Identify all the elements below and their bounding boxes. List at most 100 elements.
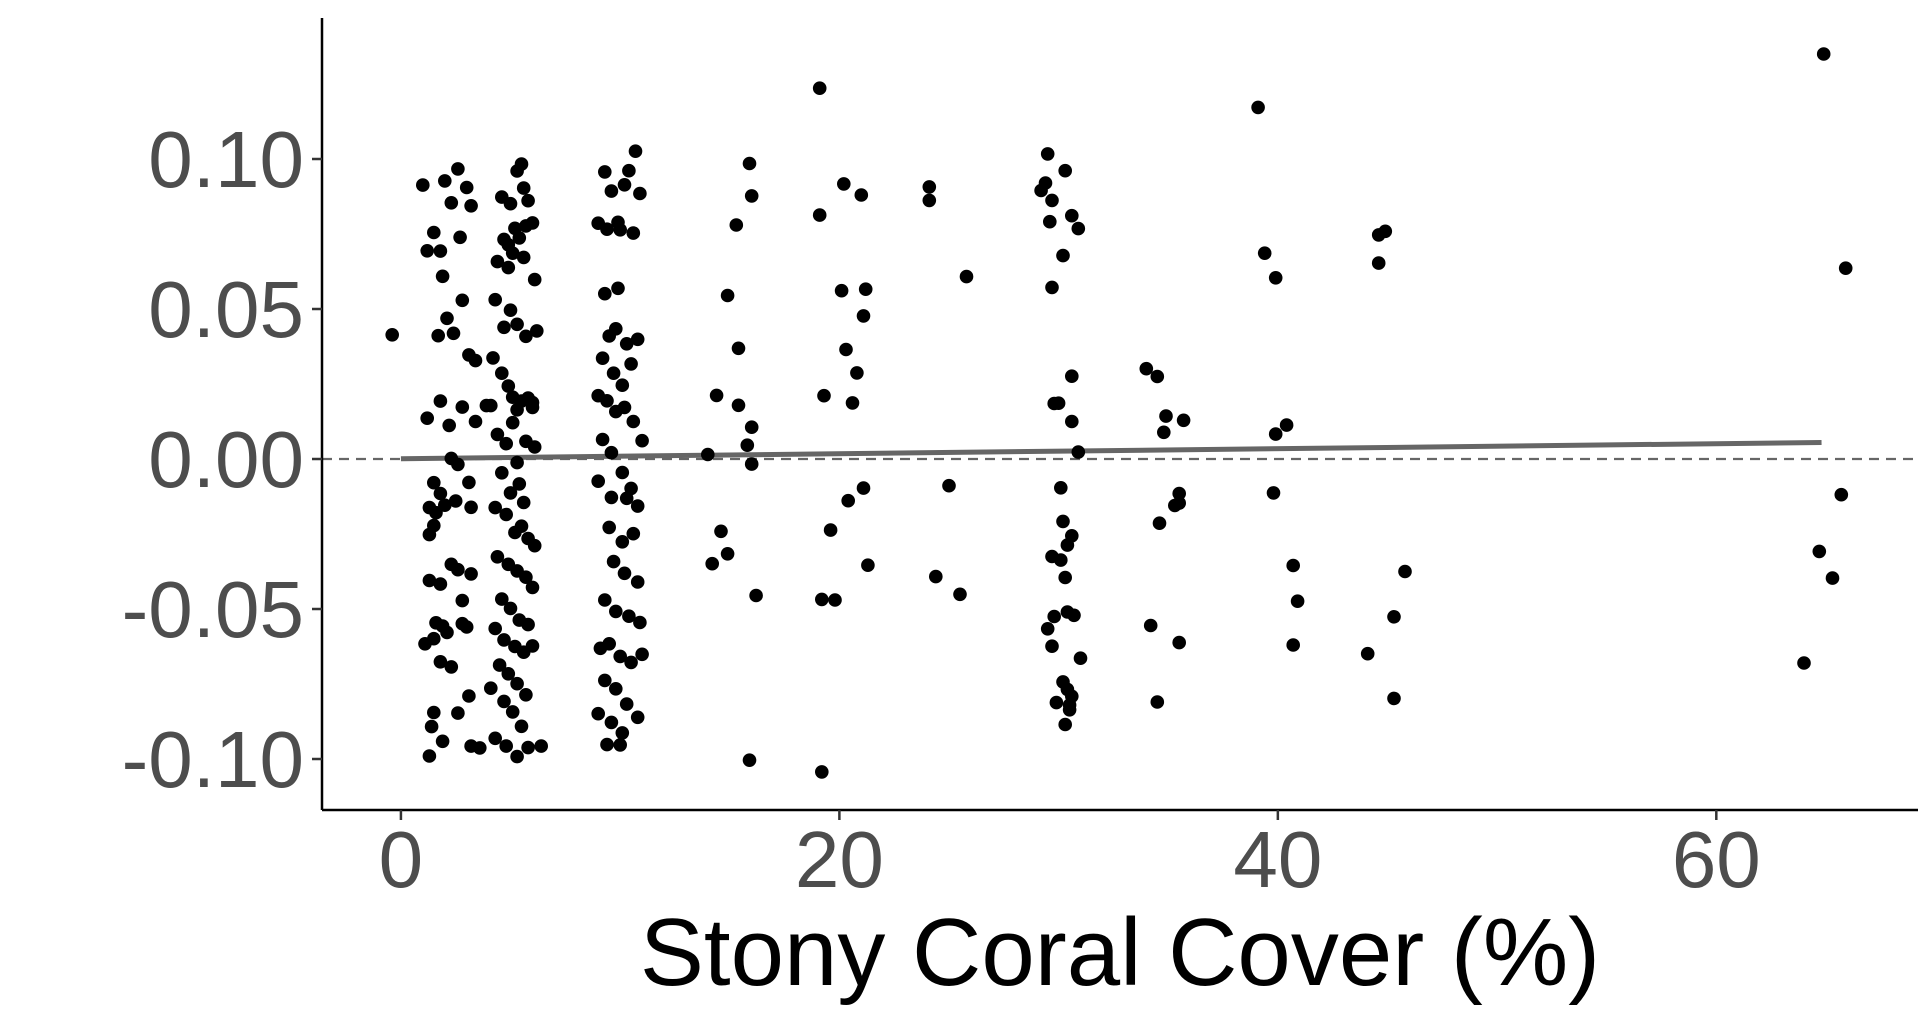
- data-point: [1797, 656, 1811, 670]
- data-point: [1071, 221, 1086, 236]
- data-point: [516, 250, 531, 265]
- data-point: [527, 272, 542, 287]
- data-point: [505, 415, 520, 430]
- data-point: [598, 593, 612, 607]
- data-point: [598, 673, 612, 688]
- data-point: [427, 518, 441, 533]
- data-point: [519, 570, 533, 584]
- data-point: [598, 165, 612, 179]
- data-point: [845, 396, 860, 410]
- data-point: [444, 660, 459, 674]
- data-point: [731, 398, 746, 413]
- data-point: [1387, 610, 1401, 624]
- data-point: [424, 719, 439, 734]
- data-point: [1038, 176, 1053, 190]
- data-point: [433, 577, 448, 591]
- data-point: [433, 655, 448, 669]
- data-point: [468, 414, 483, 429]
- data-point: [630, 332, 645, 347]
- data-point: [595, 432, 610, 447]
- data-point: [1049, 695, 1064, 710]
- x-axis-title: Stony Coral Cover (%): [640, 899, 1600, 1006]
- data-point: [512, 477, 527, 491]
- data-point: [1387, 691, 1401, 706]
- data-point: [488, 621, 503, 636]
- data-point: [609, 322, 623, 336]
- data-point: [1290, 594, 1305, 608]
- data-point: [812, 81, 827, 95]
- data-point: [709, 388, 724, 403]
- data-point: [448, 494, 463, 508]
- data-point: [602, 520, 616, 535]
- data-point: [1056, 514, 1070, 529]
- data-point: [1268, 427, 1283, 441]
- data-point: [525, 395, 540, 410]
- data-point: [438, 498, 452, 512]
- data-point: [459, 620, 474, 634]
- data-point: [514, 719, 529, 734]
- data-point: [1058, 570, 1072, 585]
- data-point: [611, 281, 625, 296]
- data-point: [525, 580, 540, 595]
- data-point: [1286, 558, 1300, 573]
- data-point: [606, 366, 621, 381]
- data-point: [630, 710, 645, 725]
- x-tick-label: 40: [1233, 815, 1322, 904]
- data-point: [455, 293, 470, 308]
- data-point: [1816, 47, 1831, 61]
- data-point: [521, 617, 535, 632]
- data-point: [1168, 498, 1182, 513]
- data-point: [473, 741, 487, 755]
- data-point: [488, 292, 503, 307]
- data-point: [427, 475, 441, 490]
- data-point: [385, 328, 400, 342]
- data-point: [510, 455, 524, 470]
- data-point: [604, 184, 619, 198]
- data-point: [490, 254, 505, 269]
- data-point: [503, 486, 518, 500]
- data-point: [626, 414, 641, 429]
- data-point: [615, 726, 630, 740]
- y-tick-label: 0.10: [148, 115, 304, 204]
- data-points: [385, 47, 1853, 779]
- data-point: [492, 658, 507, 672]
- data-point: [1268, 271, 1283, 285]
- data-point: [609, 682, 623, 696]
- data-point: [1398, 564, 1412, 579]
- data-point: [812, 208, 827, 222]
- data-point: [514, 157, 529, 171]
- data-point: [622, 609, 636, 623]
- data-point: [1150, 695, 1165, 709]
- data-point: [451, 706, 465, 720]
- data-point: [942, 478, 956, 493]
- data-point: [505, 705, 520, 719]
- data-point: [495, 366, 509, 381]
- data-point: [633, 186, 647, 201]
- data-point: [858, 282, 873, 297]
- data-point: [484, 398, 498, 413]
- data-point: [1257, 246, 1272, 260]
- data-point: [1065, 414, 1079, 429]
- data-point: [442, 418, 457, 433]
- trend-line: [400, 440, 1822, 462]
- data-point: [521, 740, 535, 755]
- data-point: [1056, 248, 1070, 263]
- data-point: [1371, 256, 1386, 270]
- data-point: [1286, 638, 1300, 652]
- data-point: [630, 575, 645, 589]
- data-point: [453, 230, 467, 245]
- data-point: [1073, 651, 1088, 665]
- x-tick-label: 60: [1672, 815, 1761, 904]
- data-point: [815, 765, 829, 779]
- data-point: [823, 523, 838, 537]
- data-point: [427, 705, 441, 720]
- data-point: [1040, 622, 1055, 636]
- y-tick-label: 0.00: [148, 415, 304, 504]
- data-point: [503, 303, 518, 318]
- data-point: [837, 177, 851, 191]
- data-point: [464, 567, 478, 581]
- data-point: [613, 223, 627, 237]
- data-point: [861, 558, 875, 572]
- data-point: [433, 394, 448, 408]
- data-point: [619, 697, 634, 711]
